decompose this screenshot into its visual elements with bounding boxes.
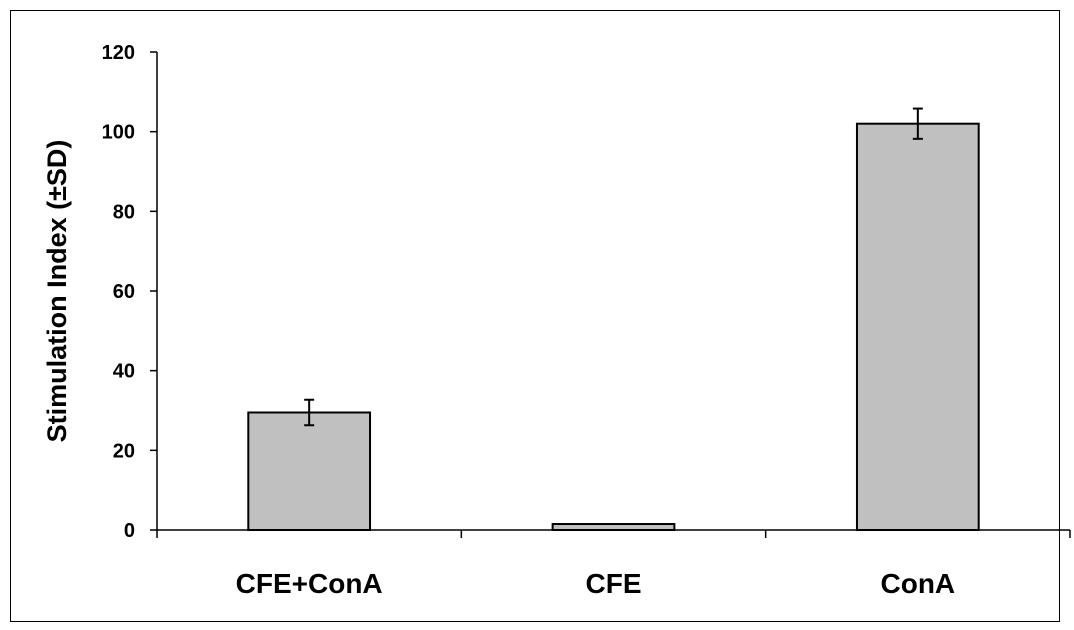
axes-group: [150, 51, 1071, 538]
y-tick-label-80: 80: [113, 201, 135, 223]
y-tick-label-40: 40: [113, 361, 135, 383]
y-axis-title: Stimulation Index (±SD): [42, 140, 72, 443]
x-tick-label-2: CFE: [586, 568, 642, 599]
y-tick-label-100: 100: [102, 122, 135, 144]
error-bars-group: [304, 107, 923, 427]
x-tick-label-1: CFE+ConA: [236, 568, 383, 599]
bars-group: [247, 122, 980, 532]
y-tick-label-0: 0: [124, 520, 135, 542]
x-tick-label-3: ConA: [881, 568, 956, 599]
bar-1: [247, 411, 372, 531]
bar-3: [855, 122, 980, 531]
labels-group: CFE+ConA CFE ConA 0 20 40 60 80 100 120: [102, 42, 956, 599]
y-tick-label-20: 20: [113, 440, 135, 462]
bar-2: [551, 523, 676, 532]
y-tick-label-60: 60: [113, 281, 135, 303]
y-tick-label-120: 120: [102, 42, 135, 64]
